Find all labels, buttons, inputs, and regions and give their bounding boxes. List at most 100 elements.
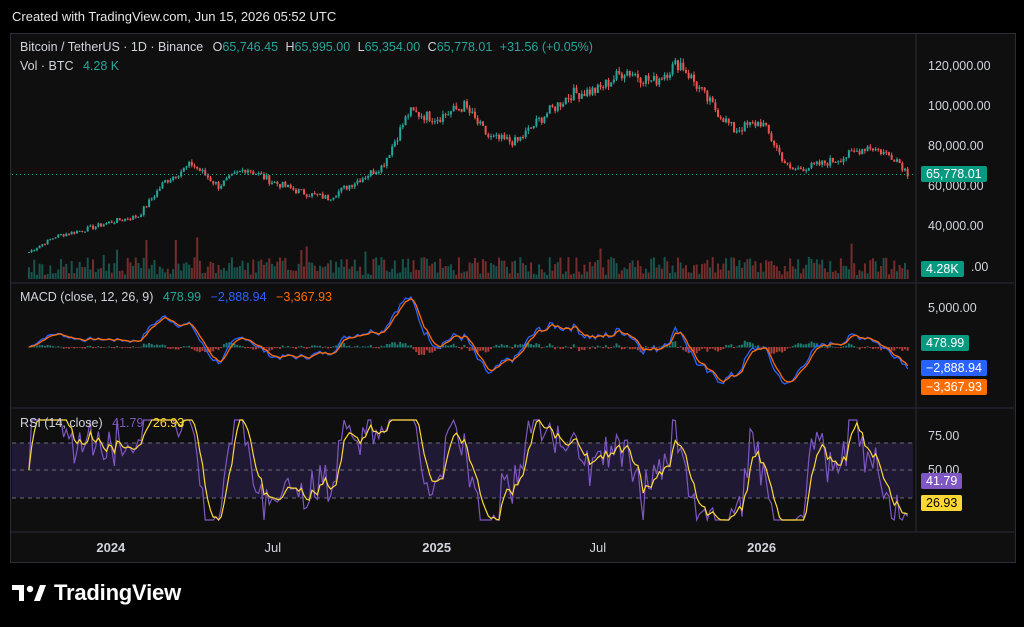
macd-histogram-bar	[866, 346, 869, 348]
macd-histogram-bar	[628, 347, 631, 350]
macd-histogram-bar	[810, 341, 813, 348]
macd-histogram-bar	[180, 347, 183, 348]
price-candle	[799, 167, 802, 170]
macd-histogram-bar	[35, 345, 38, 348]
price-candle	[700, 87, 703, 89]
price-candle	[185, 166, 188, 168]
price-candle	[407, 115, 410, 117]
price-candle	[823, 160, 826, 164]
macd-histogram-bar	[423, 347, 426, 355]
volume-bar	[722, 263, 725, 279]
volume-bar	[409, 272, 412, 279]
volume-bar	[340, 259, 343, 279]
volume-bar	[778, 270, 781, 279]
tradingview-logo[interactable]: TradingView	[12, 580, 181, 606]
macd-label[interactable]: MACD (close, 12, 26, 9)	[20, 290, 154, 304]
macd-histogram-bar	[631, 347, 634, 350]
macd-histogram-bar	[647, 347, 650, 348]
price-candle	[543, 116, 546, 123]
price-candle	[425, 111, 428, 121]
volume-bar	[308, 262, 311, 279]
volume-bar	[749, 258, 752, 279]
volume-bar	[727, 270, 730, 279]
macd-histogram-bar	[153, 345, 156, 348]
time-tick-label: 2024	[96, 540, 126, 555]
volume-bar	[359, 266, 362, 279]
volume-bar	[110, 272, 113, 279]
volume-bar	[644, 268, 647, 279]
volume-bar	[489, 263, 492, 279]
macd-histogram-bar	[831, 346, 834, 348]
volume-bar	[559, 257, 562, 279]
volume-bar	[137, 262, 140, 279]
macd-histogram-bar	[901, 347, 904, 351]
volume-bar	[674, 272, 677, 279]
macd-histogram-bar	[554, 347, 557, 350]
macd-histogram-bar	[46, 344, 49, 348]
price-candle	[706, 90, 709, 102]
price-candle	[204, 170, 207, 176]
volume-label[interactable]: Vol · BTC	[20, 59, 74, 73]
volume-bar	[810, 258, 813, 279]
macd-histogram-bar	[682, 347, 685, 351]
price-candle	[615, 71, 618, 80]
macd-histogram-bar	[97, 346, 100, 348]
volume-bar	[807, 257, 810, 279]
volume-bar	[789, 258, 792, 279]
macd-histogram-bar	[463, 344, 466, 348]
macd-histogram-bar	[108, 346, 111, 348]
price-candle	[639, 77, 642, 84]
volume-bar	[108, 263, 111, 279]
macd-histogram-bar	[118, 347, 121, 348]
macd-histogram-bar	[538, 344, 541, 348]
volume-bar	[27, 267, 30, 279]
price-candle	[503, 134, 506, 139]
macd-histogram-bar	[580, 347, 583, 350]
price-candle	[815, 161, 818, 164]
price-candle	[479, 121, 482, 124]
macd-histogram-bar	[67, 347, 70, 349]
volume-bar	[495, 266, 498, 279]
volume-bar	[457, 257, 460, 279]
price-candle	[153, 196, 156, 199]
volume-bar	[799, 273, 802, 279]
macd-histogram-bar	[786, 347, 789, 349]
volume-bar	[631, 260, 634, 279]
price-candle	[399, 127, 402, 141]
price-candle	[54, 237, 57, 239]
price-candle	[717, 110, 720, 117]
price-candle	[113, 222, 116, 224]
volume-bar	[257, 261, 260, 279]
price-candle	[100, 223, 103, 227]
price-candle	[447, 114, 450, 116]
price-candle	[212, 181, 215, 184]
macd-histogram-bar	[503, 345, 506, 348]
price-candle	[452, 105, 455, 112]
volume-bar	[679, 262, 682, 279]
volume-bar	[815, 259, 818, 279]
macd-histogram-bar	[508, 346, 511, 348]
macd-histogram-bar	[73, 347, 76, 349]
macd-histogram-bar	[749, 342, 752, 348]
volume-bar	[564, 271, 567, 279]
macd-histogram-bar	[556, 346, 559, 348]
price-candle	[455, 105, 458, 110]
macd-histogram-bar	[257, 347, 260, 349]
volume-bar	[898, 265, 901, 279]
macd-histogram-bar	[452, 343, 455, 348]
rsi-badge: 41.79	[921, 473, 963, 489]
rsi-legend: RSI (14, close) 41.79 26.93	[20, 416, 184, 430]
volume-bar	[105, 270, 108, 279]
volume-bar	[703, 263, 706, 279]
price-candle	[781, 152, 784, 161]
macd-histogram-bar	[201, 347, 204, 351]
rsi-label[interactable]: RSI (14, close)	[20, 416, 103, 430]
price-candle	[893, 159, 896, 162]
macd-histogram-bar	[903, 347, 906, 350]
volume-bar	[380, 257, 383, 279]
price-candle	[733, 122, 736, 133]
price-candle	[81, 230, 84, 232]
symbol-title[interactable]: Bitcoin / TetherUS · 1D · Binance	[20, 40, 204, 54]
macd-histogram-bar	[51, 346, 54, 348]
